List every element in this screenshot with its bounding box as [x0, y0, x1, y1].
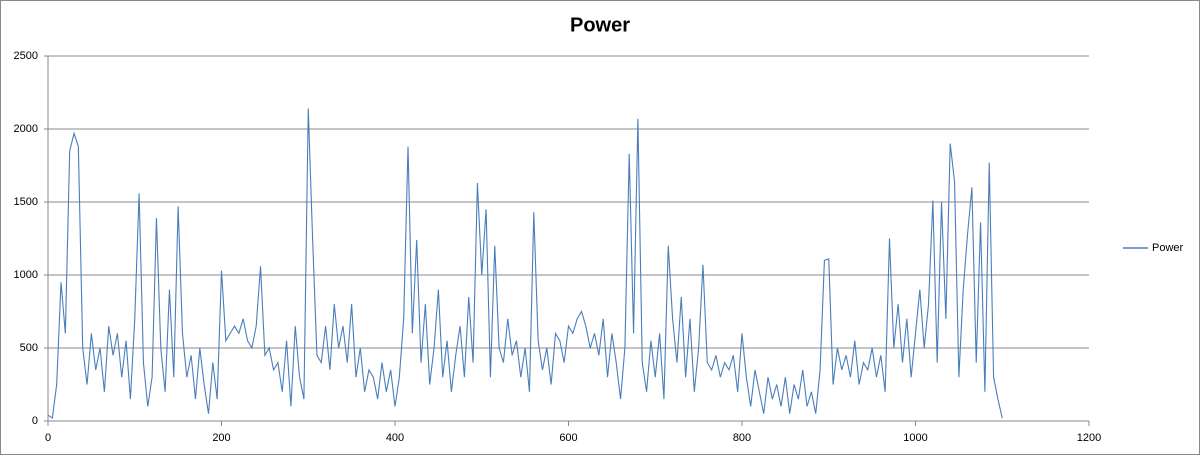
x-tick-label: 600: [559, 432, 577, 444]
y-tick-label: 2500: [14, 50, 38, 62]
x-tick-label: 400: [386, 432, 404, 444]
y-tick-label: 0: [32, 415, 38, 427]
y-tick-label: 1500: [14, 196, 38, 208]
x-tick-label: 200: [212, 432, 230, 444]
y-tick-label: 2000: [14, 123, 38, 135]
y-tick-label: 1000: [14, 269, 38, 281]
legend-label: Power: [1152, 242, 1184, 254]
x-tick-label: 800: [733, 432, 751, 444]
x-tick-label: 1000: [903, 432, 927, 444]
y-tick-label: 500: [20, 342, 38, 354]
x-tick-label: 1200: [1077, 432, 1101, 444]
x-tick-label: 0: [45, 432, 51, 444]
series-line: [47, 108, 1003, 420]
chart-title: Power: [570, 14, 630, 36]
